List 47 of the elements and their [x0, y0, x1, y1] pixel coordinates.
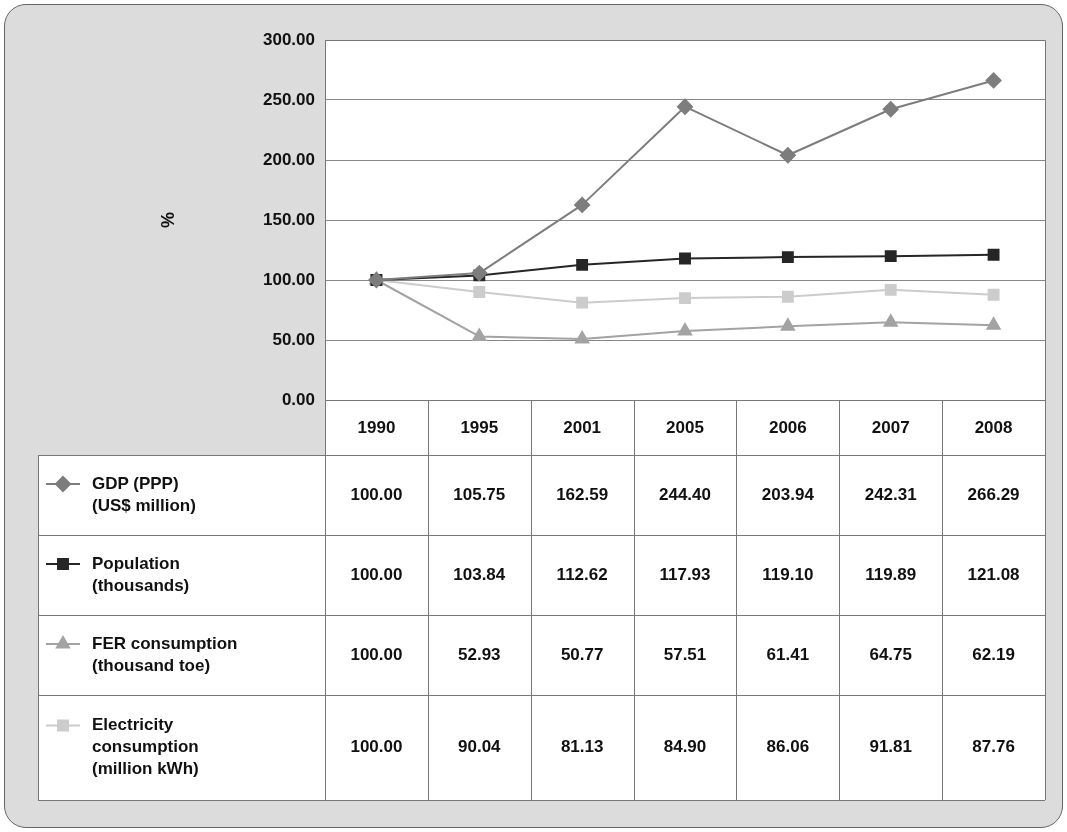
data-label: 203.94 — [761, 484, 815, 504]
x-tick-label: 2005 — [666, 417, 704, 437]
data-label: 62.19 — [972, 644, 1015, 664]
x-tick-label: 2008 — [974, 417, 1013, 437]
x-tick-label: 1995 — [460, 417, 499, 437]
y-tick-label: 300.00 — [263, 29, 315, 49]
data-label: 121.08 — [967, 564, 1020, 584]
legend-label: GDP (PPP) (US$ million) — [92, 473, 196, 515]
y-tick-label: 250.00 — [263, 89, 315, 109]
data-label: 100.00 — [350, 564, 403, 584]
data-label: 86.06 — [766, 737, 810, 757]
data-label: 100.00 — [350, 484, 403, 504]
data-label: 87.76 — [972, 737, 1015, 757]
data-label: 242.31 — [864, 484, 917, 504]
data-label: 162.59 — [556, 484, 609, 504]
x-tick-label: 2001 — [563, 417, 602, 437]
data-label: 91.81 — [869, 737, 912, 757]
y-tick-label: 50.00 — [272, 329, 315, 349]
y-tick-label: 0.00 — [281, 389, 315, 409]
data-label: 244.40 — [659, 484, 711, 504]
legend-label: FER consumption (thousand toe) — [92, 633, 238, 675]
data-label: 64.75 — [869, 644, 912, 664]
x-tick-label: 2007 — [871, 417, 910, 437]
data-label: 266.29 — [967, 484, 1020, 504]
data-label: 81.13 — [560, 737, 604, 757]
data-label: 100.00 — [350, 737, 403, 757]
data-label: 100.00 — [350, 644, 403, 664]
data-label: 57.51 — [663, 644, 707, 664]
legend-label: Electricity consumption (million kWh) — [92, 715, 199, 779]
y-tick-label: 100.00 — [263, 269, 315, 289]
data-label: 61.41 — [766, 644, 810, 664]
y-axis-title: % — [157, 211, 178, 229]
y-tick-label: 150.00 — [263, 209, 315, 229]
data-label: 119.89 — [865, 564, 917, 584]
x-tick-label: 2006 — [768, 417, 807, 437]
y-tick-label: 200.00 — [263, 149, 315, 169]
x-tick-label: 1990 — [357, 417, 396, 437]
data-label: 90.04 — [458, 737, 502, 757]
data-label: 52.93 — [458, 644, 501, 664]
data-label: 119.10 — [762, 564, 814, 584]
legend-label: Population (thousands) — [92, 553, 190, 595]
data-label: 112.62 — [556, 564, 608, 584]
data-label: 117.93 — [659, 564, 711, 584]
data-label: 50.77 — [560, 644, 604, 664]
data-label: 84.90 — [663, 737, 707, 757]
data-label: 103.84 — [453, 564, 506, 584]
data-label: 105.75 — [453, 484, 506, 504]
